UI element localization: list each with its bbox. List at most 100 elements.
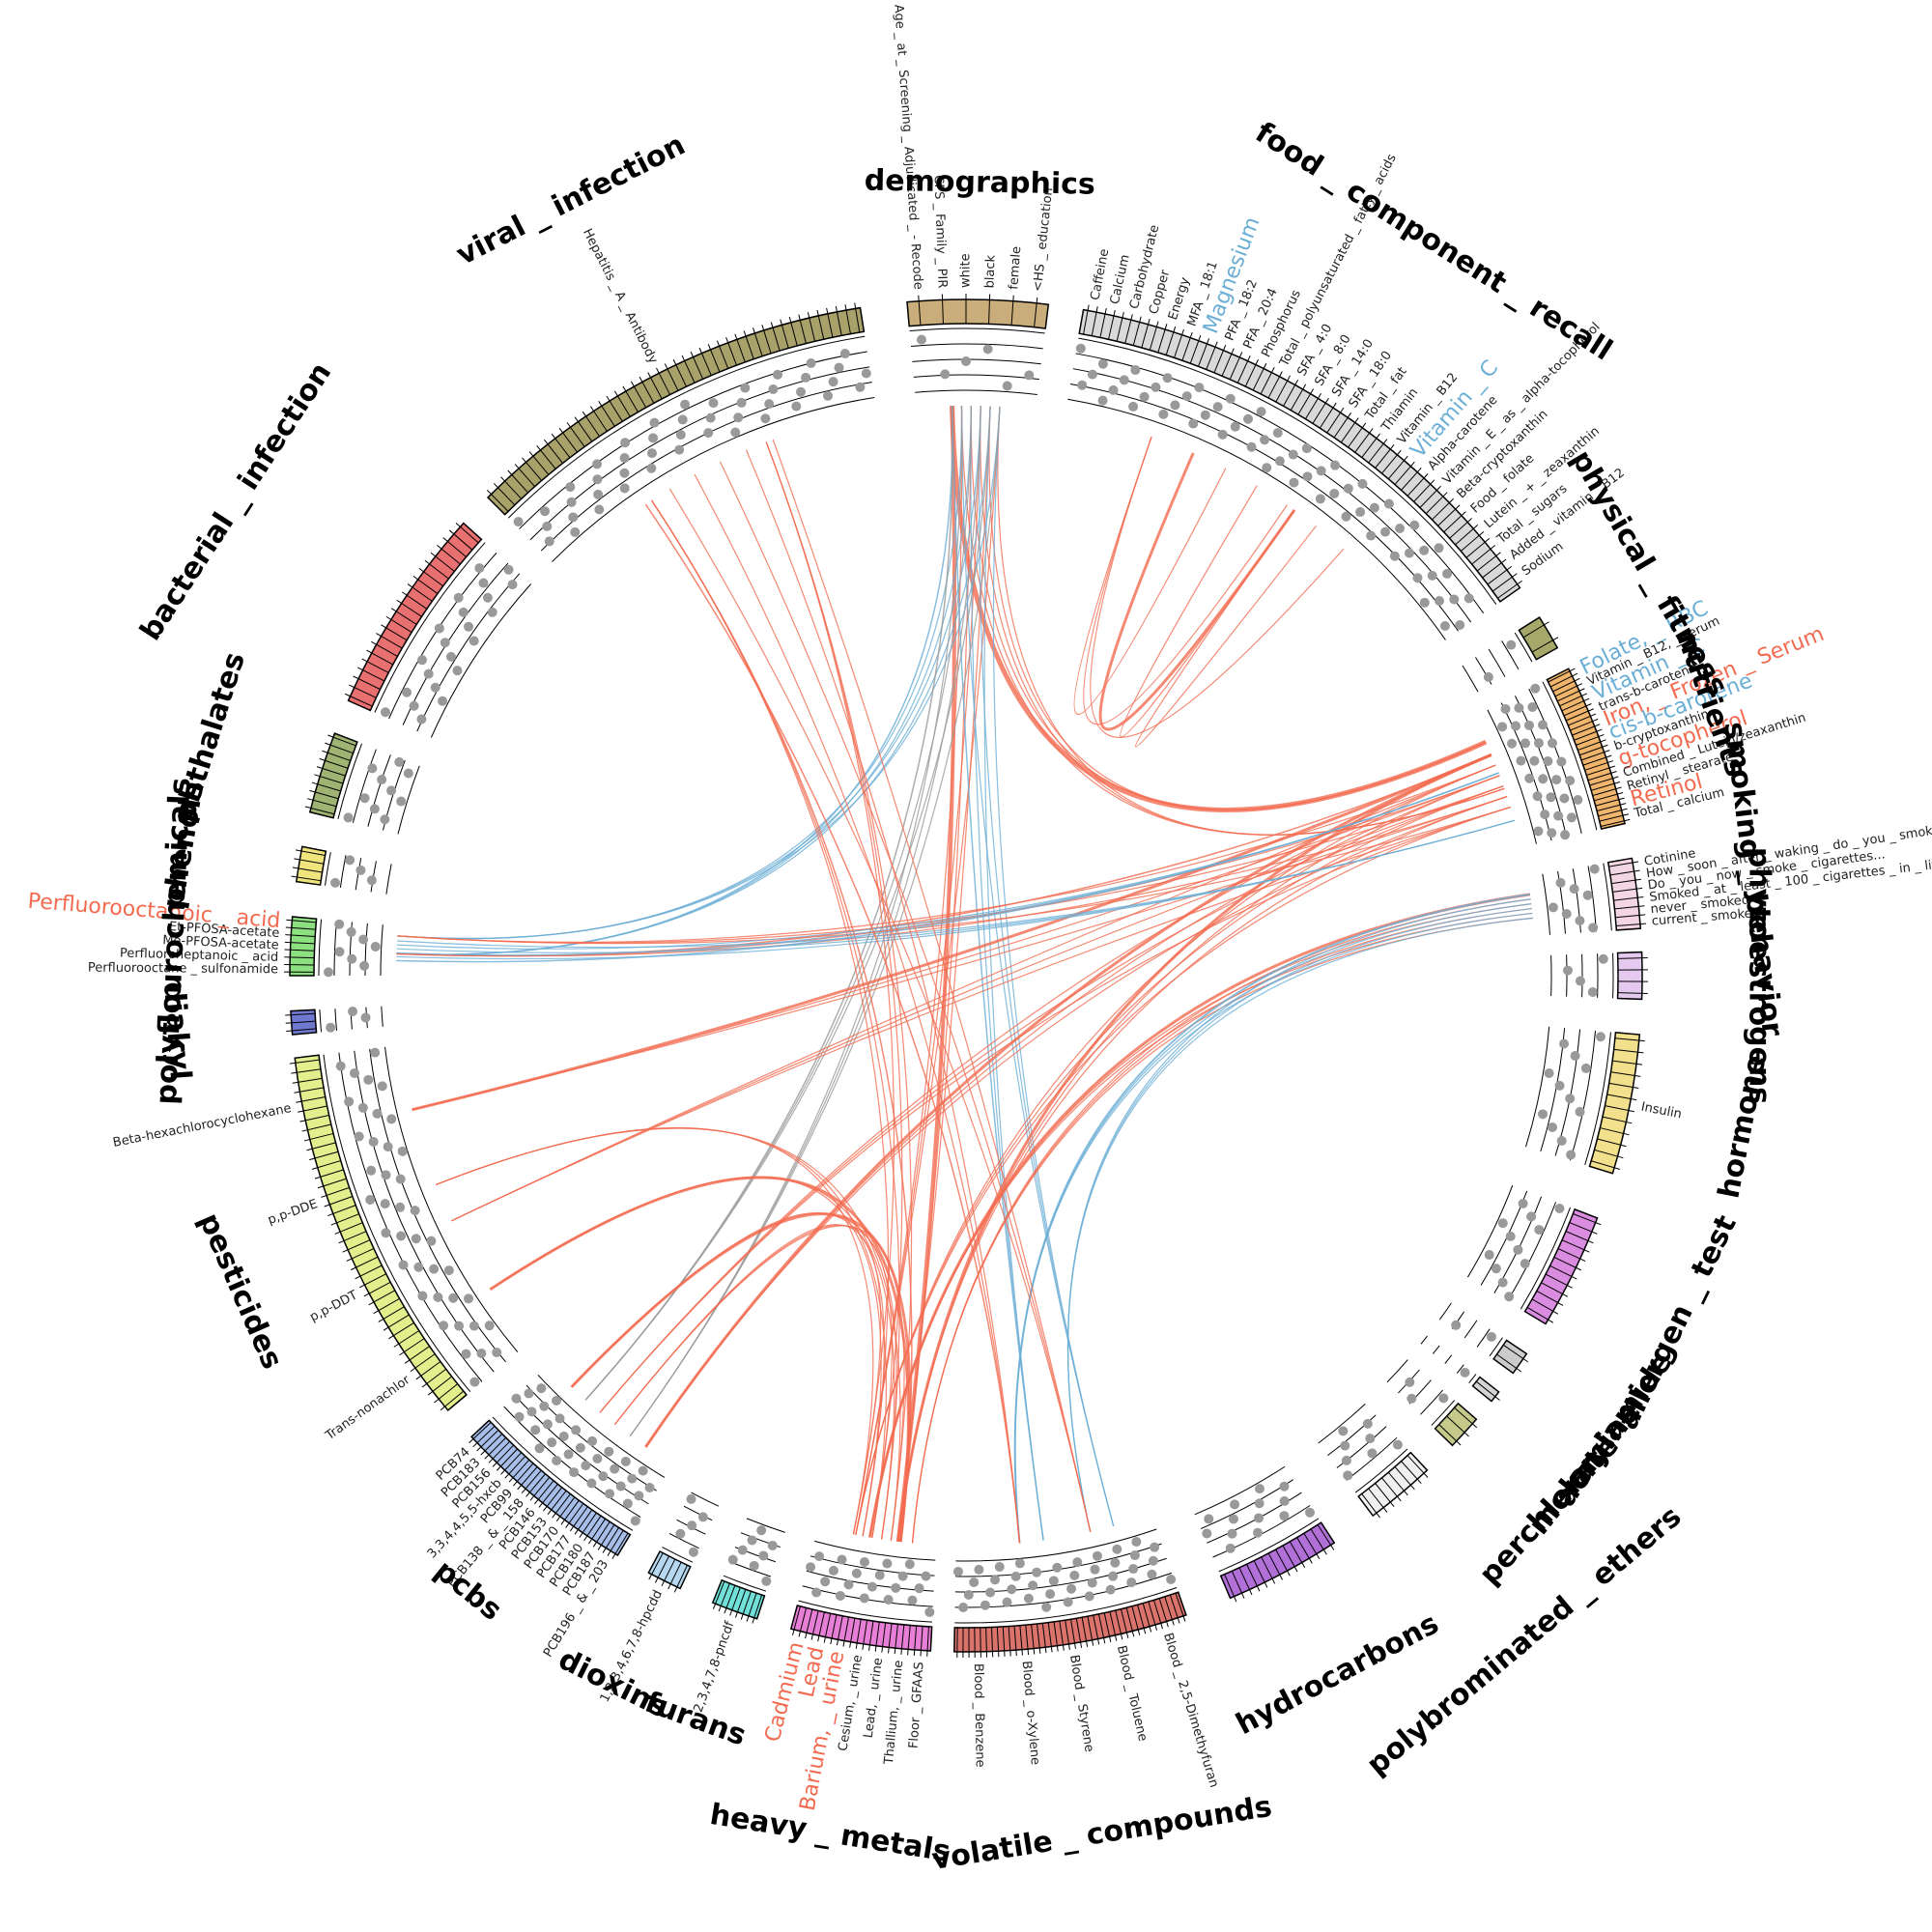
dot-allergen-test [1554,1203,1565,1213]
tick-phenols [292,867,323,873]
tick-food-component-recall [1368,439,1388,464]
tick-nutrients [1592,786,1622,797]
tick-food-component-recall [1381,449,1402,474]
tick-pcbs [513,1463,534,1487]
dot-phenols [330,877,341,888]
tick-volatile-compounds [1070,1619,1076,1649]
dot-polybrominated-ethers [1365,1434,1376,1444]
dot-heavy-metals [814,1551,825,1562]
dot-allergen-test [1504,1292,1515,1302]
chord-link [992,407,1115,1527]
tick-viral-infection [725,336,737,366]
tick-volatile-compounds [1142,1603,1152,1633]
track-hormone [1525,1026,1550,1148]
dot-demographics [1024,370,1035,381]
dot-food-component-recall [1151,382,1161,392]
segment-furans [711,1578,766,1620]
track-demographics [909,327,1045,334]
tick-food-component-recall [1449,518,1472,539]
track-polyflourochemicals [333,920,337,977]
dot-volatile-compounds [1112,1544,1122,1554]
tick-viral-infection [743,330,754,359]
dot-volatile-compounds [958,1602,969,1612]
tick-pesticides [291,1068,322,1074]
dot-hydrocarbons [1225,1543,1236,1553]
dot-pcbs [630,1516,640,1526]
dot-polybrominated-ethers [1341,1455,1351,1465]
tick-hydrocarbons [1253,1560,1268,1588]
dot-hydrocarbons [1202,1528,1212,1539]
tick-heavy-metals [913,1626,918,1656]
tick-viral-infection [656,367,671,395]
dot-hydrocarbons [1279,1495,1290,1506]
tick-allergen-test [1565,1231,1594,1244]
dot-volatile-compounds [1014,1558,1025,1569]
dot-viral-infection [796,386,807,397]
tick-perchlorate [1438,1424,1462,1446]
dot-pesticides [386,1114,397,1124]
tick-nutrients [1548,668,1576,683]
tick-demographics [941,294,944,325]
tick-heavy-metals [920,1626,923,1657]
dot-pesticides [335,1061,346,1071]
tick-volatile-compounds [985,1627,988,1658]
tick-smoking-behavior [1612,887,1643,893]
dot-phytoestrogens [1575,976,1585,986]
tick-pesticides [363,1281,391,1297]
track-melamine [1456,1364,1464,1374]
tick-pcbs [469,1422,492,1443]
dot-food-component-recall [1455,620,1465,631]
track-physical-fitness [1475,657,1492,685]
dot-viral-infection [705,412,716,423]
dot-food-component-recall [1463,593,1474,604]
dot-bacterial-infection [402,687,412,697]
dot-hydrocarbons [1227,1528,1237,1539]
tick-pesticides [294,1087,325,1094]
track-phthalates [337,743,362,820]
group-label-bacterial-infection: bacterial _ infection [133,356,338,646]
tick-viral-infection [544,439,563,464]
dot-furans [749,1560,759,1571]
segment-phenols [295,845,327,886]
tick-hormone [1613,1048,1644,1054]
track-polyflourochemicals [364,923,368,977]
tick-volatile-compounds [1065,1620,1070,1650]
tick-viral-infection [664,363,679,391]
tick-pcbs [552,1493,571,1519]
tick-phthalates [325,742,354,754]
tick-smoking-behavior [1615,914,1646,919]
tick-pcbs [488,1440,510,1463]
tick-perchlorate [1454,1406,1478,1429]
tick-pesticides [399,1338,425,1356]
tick-furans [752,1594,763,1624]
dot-food-component-recall [1274,456,1285,467]
tick-pesticides [393,1330,420,1348]
track-allergen-test [1480,1190,1528,1286]
dot-food-component-recall [1380,526,1391,537]
dot-food-component-recall [1243,413,1254,424]
dot-volatile-compounds [1023,1593,1034,1604]
tick-bacterial-infection [385,615,412,634]
dot-pesticides [372,1108,383,1119]
dot-hormone [1570,1051,1580,1062]
dot-viral-infection [570,526,581,537]
dot-food-component-recall [1419,597,1430,608]
chord-link [629,407,1001,1436]
tick-food-component-recall [1108,309,1116,340]
tick-heavy-metals [823,1613,832,1643]
dot-furans [737,1545,748,1555]
tick-nutrients [1596,803,1627,811]
tick-volatile-compounds [1019,1625,1023,1656]
dot-pcbs [592,1454,603,1464]
tick-nutrients [1557,688,1585,702]
tick-food-component-recall [1348,422,1367,448]
tick-pesticides [324,1196,354,1208]
segment-demographics [906,298,1050,329]
tick-bacterial-infection [442,537,467,557]
dot-viral-infection [594,504,605,515]
tick-bacterial-infection [455,522,479,544]
dot-food-component-recall [1434,595,1444,606]
var-label: Blood _ Benzene [971,1663,987,1768]
tick-heavy-metals [900,1624,905,1655]
chord-link [396,795,1508,957]
